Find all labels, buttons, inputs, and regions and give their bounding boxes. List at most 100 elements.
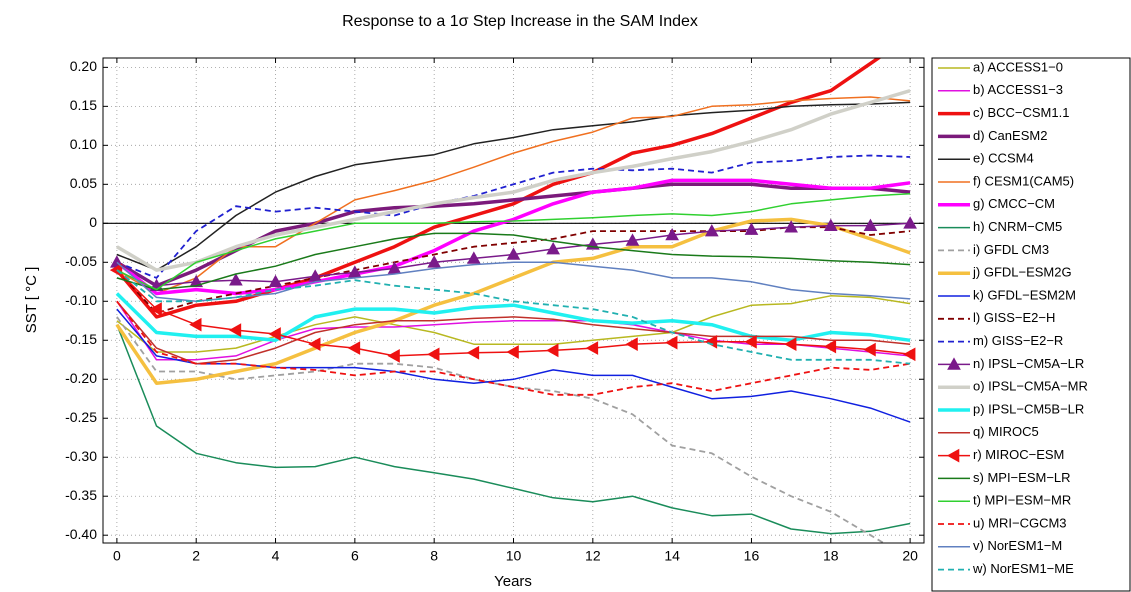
point-marker: [903, 216, 917, 229]
series-line: [116, 324, 911, 535]
y-tick-label: 0.05: [70, 175, 97, 191]
legend-label: q) MIROC5: [973, 424, 1039, 439]
legend-label: c) BCC−CSM1.1: [973, 105, 1069, 120]
series-line: [116, 269, 911, 365]
point-marker: [387, 349, 400, 363]
point-marker: [347, 341, 361, 355]
point-marker: [744, 334, 757, 349]
point-marker: [863, 218, 878, 231]
point-marker: [625, 233, 640, 246]
chart-title: Response to a 1σ Step Increase in the SA…: [342, 13, 698, 30]
point-marker: [823, 339, 837, 354]
point-marker: [506, 247, 521, 260]
legend-label: h) CNRM−CM5: [973, 219, 1062, 234]
ticks: 0.20 0.15 0.10 0.05 0 -0.05 -0.10 -0.15 -0.20 -0.…: [65, 58, 924, 564]
x-tick-label: 16: [744, 548, 760, 564]
legend-label: s) MPI−ESM−LR: [973, 470, 1071, 485]
legend-label: k) GFDL−ESM2M: [973, 287, 1076, 302]
y-tick-label: -0.10: [65, 292, 97, 308]
series-line: [116, 300, 911, 365]
y-tick-label: -0.15: [65, 331, 97, 347]
series-line: [116, 261, 911, 303]
point-marker: [427, 255, 442, 268]
legend-marker: [946, 448, 960, 463]
point-marker: [109, 263, 123, 277]
x-axis-label: Years: [494, 573, 532, 590]
legend-label: f) CESM1(CAM5): [973, 173, 1074, 188]
point-marker: [427, 347, 440, 362]
point-marker: [466, 251, 481, 264]
y-tick-label: 0: [89, 214, 97, 230]
legend-label: o) IPSL−CM5A−MR: [973, 379, 1088, 394]
y-tick-label: -0.05: [65, 253, 97, 269]
y-tick-label: -0.30: [65, 448, 97, 464]
point-marker: [268, 274, 283, 288]
point-marker: [665, 227, 679, 241]
legend-label: w) NorESM1−ME: [972, 561, 1074, 576]
series-line: [116, 308, 911, 423]
y-tick-label: 0.20: [70, 58, 97, 74]
legend-label: e) CCSM4: [973, 151, 1034, 166]
point-marker: [903, 347, 916, 362]
series-line: [115, 217, 911, 385]
point-marker: [189, 274, 204, 288]
x-tick-label: 2: [192, 548, 200, 564]
legend-label: b) ACCESS1−3: [973, 82, 1063, 97]
point-marker: [704, 224, 719, 237]
legend-label: i) GFDL CM3: [973, 242, 1049, 257]
legend-label: j) GFDL−ESM2G: [972, 265, 1072, 280]
legend: a) ACCESS1−0 b) ACCESS1−3 c) BCC−CSM1.1 d) …: [938, 59, 1088, 576]
legend-label: d) CanESM2: [973, 128, 1047, 143]
point-marker: [268, 327, 281, 341]
series-line: [115, 178, 911, 296]
legend-label: p) IPSL−CM5B−LR: [973, 401, 1084, 416]
legend-label: a) ACCESS1−0: [973, 59, 1063, 74]
y-tick-label: -0.25: [65, 409, 97, 425]
point-marker: [466, 345, 480, 360]
point-marker: [149, 302, 162, 316]
legend-label: t) MPI−ESM−MR: [973, 493, 1071, 508]
x-tick-label: 18: [823, 548, 839, 564]
x-tick-label: 0: [113, 548, 121, 564]
legend-label: l) GISS−E2−H: [973, 310, 1055, 325]
x-tick-label: 8: [430, 548, 438, 564]
point-marker: [189, 317, 202, 332]
point-marker: [625, 337, 638, 352]
point-marker: [823, 218, 838, 231]
legend-label: v) NorESM1−M: [973, 538, 1062, 553]
x-tick-label: 20: [902, 548, 918, 564]
y-axis-label: SST [ °C ]: [23, 267, 40, 334]
y-tick-label: 0.15: [70, 97, 97, 113]
point-marker: [546, 343, 559, 358]
legend-marker: [947, 357, 961, 370]
series-line: [116, 300, 911, 396]
y-tick-label: -0.35: [65, 487, 97, 503]
series-line: [115, 292, 911, 343]
series-line: [116, 295, 911, 353]
series-line: [116, 89, 911, 272]
series-line: [116, 232, 911, 291]
y-tick-label: 0.10: [70, 136, 97, 152]
lines: [109, 58, 917, 543]
point-marker: [665, 335, 678, 350]
x-tick-label: 12: [585, 548, 601, 564]
point-marker: [228, 323, 242, 337]
legend-label: u) MRI−CGCM3: [973, 515, 1067, 530]
x-tick-label: 4: [272, 548, 280, 564]
legend-label: r) MIROC−ESM: [973, 447, 1064, 462]
point-marker: [308, 337, 321, 352]
x-tick-label: 14: [664, 548, 680, 564]
point-marker: [784, 220, 798, 233]
series-line: [116, 154, 911, 279]
x-tick-label: 6: [351, 548, 359, 564]
series-line: [116, 316, 886, 543]
point-marker: [229, 273, 243, 286]
legend-label: m) GISS−E2−R: [973, 333, 1063, 348]
y-tick-label: -0.40: [65, 526, 97, 542]
series-line: [116, 192, 911, 291]
legend-box: [931, 57, 1131, 592]
point-marker: [784, 337, 797, 352]
point-marker: [585, 341, 599, 355]
series-line: [116, 300, 911, 361]
